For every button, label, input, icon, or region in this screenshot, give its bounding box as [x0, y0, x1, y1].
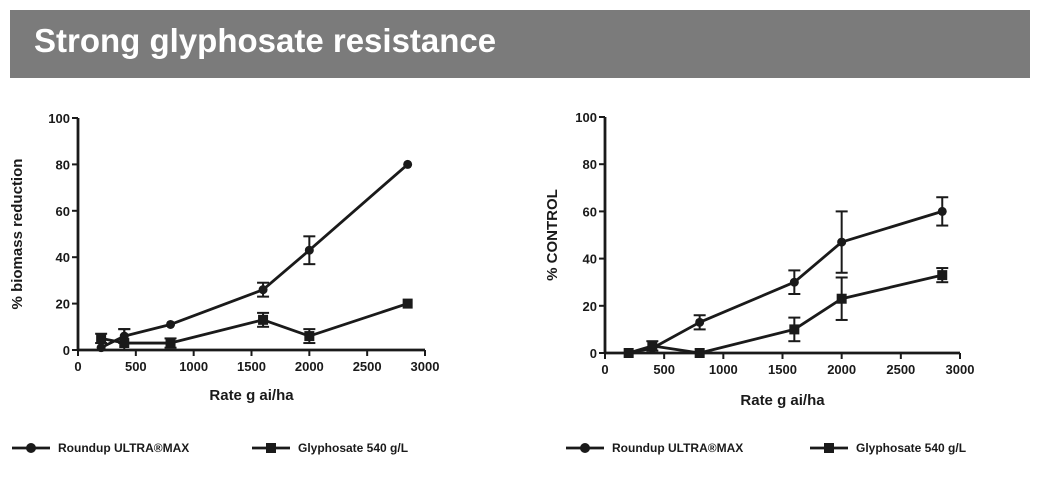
legend-entry: Glyphosate 540 g/L [252, 441, 408, 455]
x-axis-label: Rate g ai/ha [209, 387, 294, 404]
y-tick-label: 40 [583, 252, 597, 267]
series-line [100, 302, 409, 345]
page-title: Strong glyphosate resistance [34, 22, 497, 59]
x-tick-label: 2000 [295, 359, 324, 374]
data-point [937, 206, 947, 216]
series-glyphosate-540 [95, 298, 413, 351]
y-tick-label: 100 [48, 111, 70, 126]
data-point [304, 245, 314, 255]
x-tick-label: 2500 [886, 362, 915, 377]
x-tick-label: 2500 [353, 359, 382, 374]
legend-marker [266, 443, 276, 453]
x-tick-label: 3000 [411, 359, 440, 374]
data-point [647, 340, 658, 351]
y-tick-label: 20 [583, 299, 597, 314]
y-tick-label: 0 [590, 346, 597, 361]
x-tick-label: 0 [601, 362, 608, 377]
series-roundup-ultramax [624, 196, 949, 358]
data-point [695, 317, 705, 327]
x-tick-label: 1000 [709, 362, 738, 377]
legend-marker [580, 443, 590, 453]
y-tick-label: 20 [56, 297, 70, 312]
y-tick-label: 80 [583, 157, 597, 172]
x-tick-label: 0 [74, 359, 81, 374]
legend-marker [824, 443, 834, 453]
data-point [403, 159, 413, 169]
data-point [96, 333, 107, 344]
data-point [789, 324, 800, 335]
data-point [258, 285, 268, 295]
y-axis-label: % biomass reduction [9, 159, 26, 310]
x-tick-label: 1000 [179, 359, 208, 374]
x-tick-label: 1500 [237, 359, 266, 374]
x-tick-label: 2000 [827, 362, 856, 377]
legend-entry: Roundup ULTRA®MAX [12, 441, 189, 455]
y-tick-label: 80 [56, 157, 70, 172]
legend-marker [26, 443, 36, 453]
y-tick-label: 0 [63, 343, 70, 358]
data-point [258, 314, 269, 325]
data-point [623, 348, 634, 358]
series-glyphosate-540 [623, 267, 949, 358]
data-point [166, 319, 176, 329]
data-point [304, 331, 315, 342]
legend-label: Glyphosate 540 g/L [298, 441, 408, 455]
data-point [96, 343, 106, 353]
x-tick-label: 500 [125, 359, 147, 374]
legend-label: Glyphosate 540 g/L [856, 441, 966, 455]
legend-label: Roundup ULTRA®MAX [612, 441, 743, 455]
title-banner: Strong glyphosate resistance [10, 10, 1030, 78]
data-point [789, 277, 799, 287]
data-point [837, 237, 847, 247]
y-tick-label: 60 [56, 204, 70, 219]
y-tick-label: 40 [56, 250, 70, 265]
data-point [165, 338, 176, 349]
data-point [937, 270, 948, 281]
x-tick-label: 500 [653, 362, 675, 377]
data-point [694, 348, 705, 358]
y-tick-label: 100 [575, 110, 597, 125]
legend-label: Roundup ULTRA®MAX [58, 441, 189, 455]
x-tick-label: 1500 [768, 362, 797, 377]
legend-entry: Glyphosate 540 g/L [810, 441, 966, 455]
y-tick-label: 60 [583, 204, 597, 219]
x-tick-label: 3000 [946, 362, 975, 377]
data-point [402, 298, 413, 309]
x-axis-label: Rate g ai/ha [740, 392, 825, 409]
data-point [836, 293, 847, 304]
data-point [119, 338, 130, 349]
y-axis-label: % CONTROL [544, 189, 561, 281]
legend-entry: Roundup ULTRA®MAX [566, 441, 743, 455]
